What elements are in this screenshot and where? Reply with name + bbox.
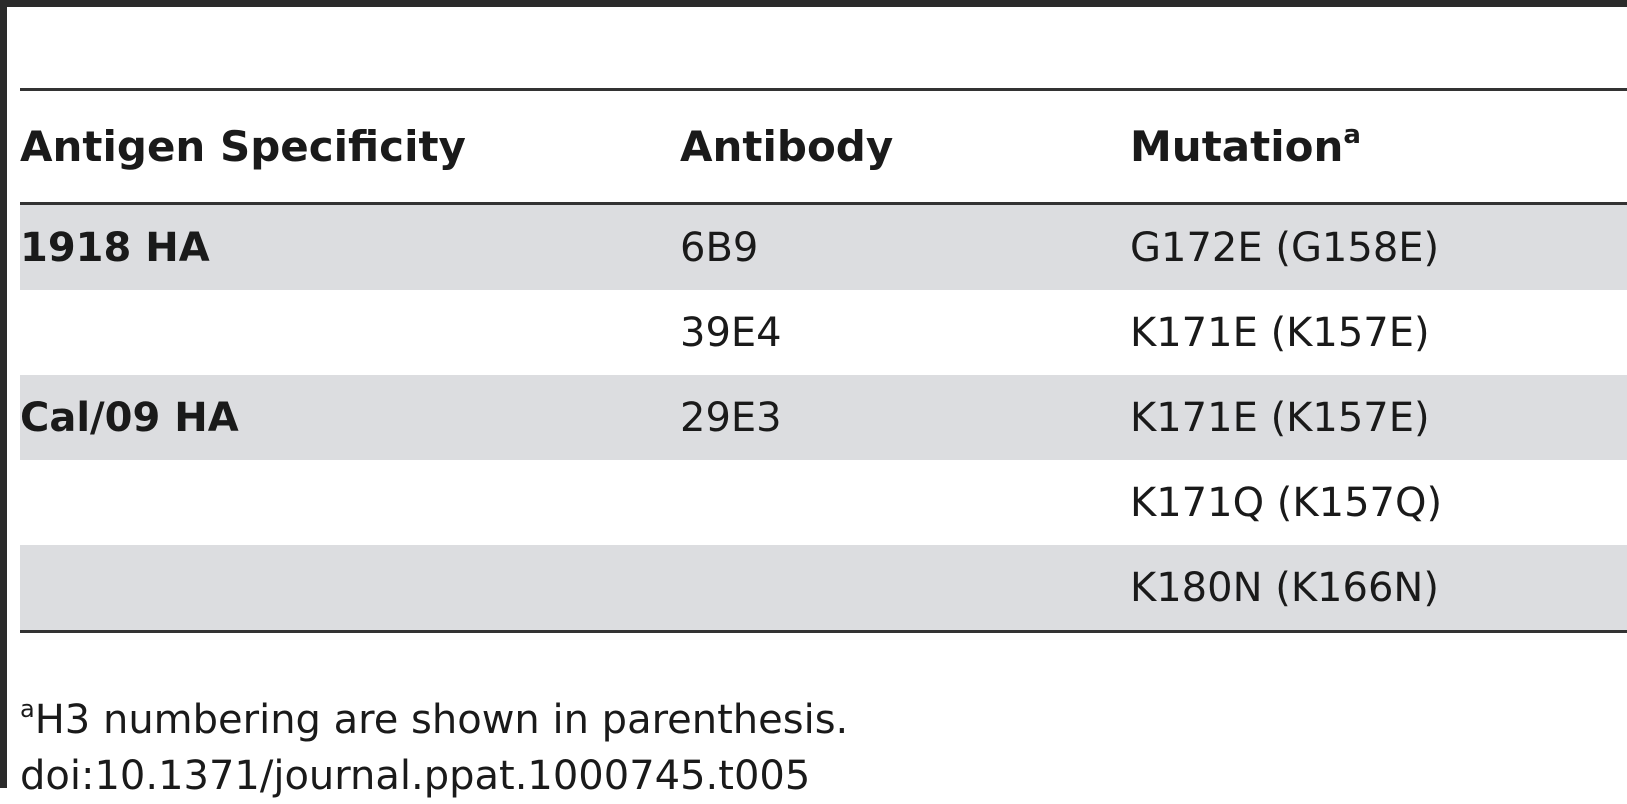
- mutation-table: Antigen Specificity Antibody Mutationa: [20, 91, 1627, 202]
- footnote-text: H3 numbering are shown in parenthesis.: [34, 697, 849, 743]
- footnote: aH3 numbering are shown in parenthesis.: [20, 692, 848, 748]
- left-border: [0, 0, 7, 788]
- data-table-container: Antigen Specificity Antibody Mutationa 1…: [20, 88, 1627, 633]
- table-row: Cal/09 HA 29E3 K171E (K157E): [20, 375, 1627, 460]
- header-row: Antigen Specificity Antibody Mutationa: [20, 91, 1627, 202]
- cell-antibody: [680, 545, 1130, 630]
- doi-link[interactable]: doi:10.1371/journal.ppat.1000745.t005: [20, 753, 811, 799]
- cell-mutation: K180N (K166N): [1130, 545, 1627, 630]
- cell-mutation: K171E (K157E): [1130, 375, 1627, 460]
- cell-antigen: [20, 290, 680, 375]
- cell-mutation: G172E (G158E): [1130, 205, 1627, 290]
- table-bottom-rule: [20, 630, 1627, 633]
- table-top-rule: [20, 88, 1627, 91]
- footnote-marker: a: [20, 695, 35, 723]
- table-row: K180N (K166N): [20, 545, 1627, 630]
- cell-antibody: 6B9: [680, 205, 1130, 290]
- cell-antibody: 39E4: [680, 309, 782, 356]
- header-antigen-specificity: Antigen Specificity: [20, 122, 466, 171]
- table-footnotes: aH3 numbering are shown in parenthesis. …: [20, 692, 848, 804]
- header-mutation: Mutationa: [1130, 120, 1361, 171]
- cell-antibody: [680, 460, 1130, 545]
- cell-mutation: K171Q (K157Q): [1130, 479, 1443, 526]
- header-bottom-rule: [20, 202, 1627, 205]
- header-antibody: Antibody: [680, 122, 894, 171]
- cell-antigen: [20, 460, 680, 545]
- table-row: 1918 HA 6B9 G172E (G158E): [20, 205, 1627, 290]
- header-mutation-footnote-marker: a: [1343, 120, 1361, 150]
- cell-antigen: 1918 HA: [20, 205, 680, 290]
- cell-antigen: [20, 545, 680, 630]
- table-row: K171Q (K157Q): [20, 460, 1627, 545]
- table-row: 39E4 K171E (K157E): [20, 290, 1627, 375]
- cell-antigen: Cal/09 HA: [20, 375, 680, 460]
- top-border: [0, 0, 1627, 7]
- cell-antibody: 29E3: [680, 375, 1130, 460]
- mutation-table-body: 1918 HA 6B9 G172E (G158E) 39E4 K171E (K1…: [20, 205, 1627, 630]
- cell-mutation: K171E (K157E): [1130, 309, 1430, 356]
